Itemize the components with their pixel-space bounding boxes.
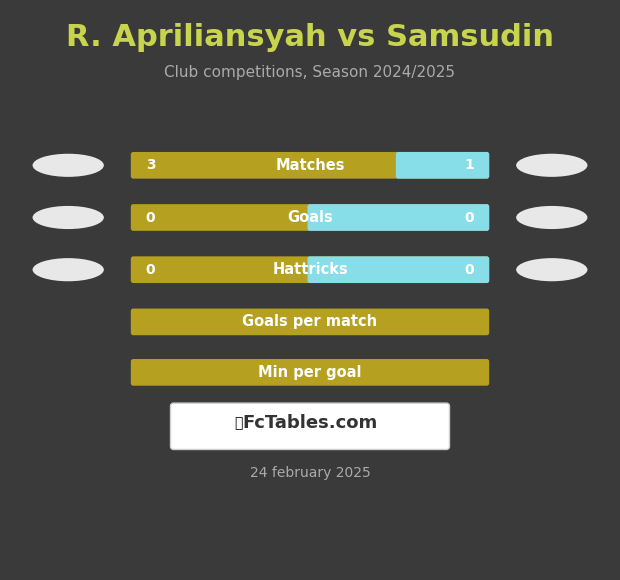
Text: Hattricks: Hattricks xyxy=(272,262,348,277)
Text: Goals per match: Goals per match xyxy=(242,314,378,329)
Text: 0: 0 xyxy=(464,263,474,277)
Ellipse shape xyxy=(32,154,104,177)
FancyBboxPatch shape xyxy=(131,359,489,386)
Ellipse shape xyxy=(32,258,104,281)
Bar xyxy=(310,206,319,229)
Bar xyxy=(399,154,408,176)
FancyBboxPatch shape xyxy=(308,204,489,231)
FancyBboxPatch shape xyxy=(396,152,489,179)
FancyBboxPatch shape xyxy=(308,256,489,283)
Bar xyxy=(310,206,319,229)
Text: Goals: Goals xyxy=(287,210,333,225)
Text: Club competitions, Season 2024/2025: Club competitions, Season 2024/2025 xyxy=(164,65,456,80)
FancyBboxPatch shape xyxy=(131,204,489,231)
Text: 0: 0 xyxy=(146,211,156,224)
Bar xyxy=(399,154,408,176)
Text: R. Apriliansyah vs Samsudin: R. Apriliansyah vs Samsudin xyxy=(66,23,554,52)
Text: 24 february 2025: 24 february 2025 xyxy=(250,466,370,480)
Text: Matches: Matches xyxy=(275,158,345,173)
Text: Min per goal: Min per goal xyxy=(259,365,361,380)
Text: 1: 1 xyxy=(464,158,474,172)
FancyBboxPatch shape xyxy=(131,309,489,335)
Text: 0: 0 xyxy=(146,263,156,277)
FancyBboxPatch shape xyxy=(131,152,489,179)
Ellipse shape xyxy=(516,206,587,229)
Ellipse shape xyxy=(516,258,587,281)
Bar xyxy=(310,259,319,281)
Text: 0: 0 xyxy=(464,211,474,224)
Bar xyxy=(310,259,319,281)
Text: 3: 3 xyxy=(146,158,156,172)
Text: FcTables.com: FcTables.com xyxy=(242,414,378,433)
Ellipse shape xyxy=(32,206,104,229)
FancyBboxPatch shape xyxy=(131,256,489,283)
Ellipse shape xyxy=(516,154,587,177)
FancyBboxPatch shape xyxy=(170,403,450,450)
Text: 📊: 📊 xyxy=(234,416,243,430)
